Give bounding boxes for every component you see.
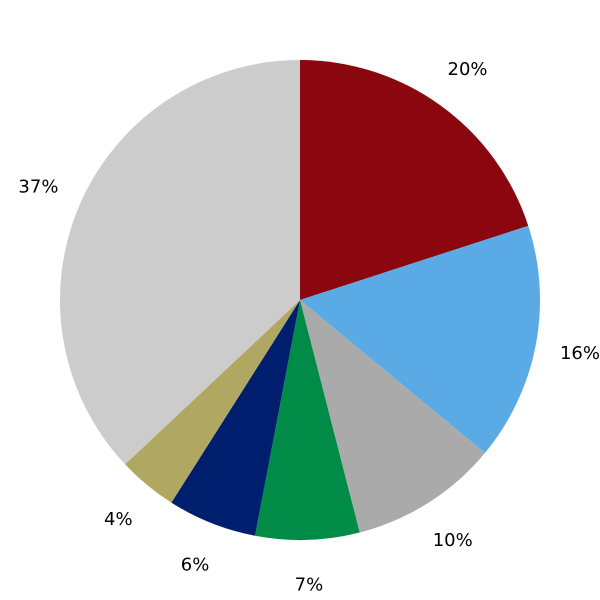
- pie-slice: [300, 225, 540, 453]
- slice-label: 20%: [448, 59, 488, 80]
- pie-labels: 20% 16% 10% 7% 6% 4% 37%: [18, 59, 600, 595]
- pie-slice: [59, 60, 301, 465]
- slice-label: 6%: [181, 554, 210, 575]
- slice-label: 37%: [18, 176, 58, 197]
- slice-label: 10%: [433, 530, 473, 551]
- pie-slice: [300, 300, 485, 533]
- slice-label: 7%: [295, 574, 324, 595]
- pie-slice: [255, 300, 360, 540]
- pie-slice: [125, 300, 300, 503]
- pie-slice: [171, 300, 300, 536]
- slice-label: 16%: [560, 343, 600, 364]
- pie-slice: [300, 60, 529, 300]
- slice-label: 4%: [104, 509, 133, 530]
- pie-slices: [59, 60, 540, 540]
